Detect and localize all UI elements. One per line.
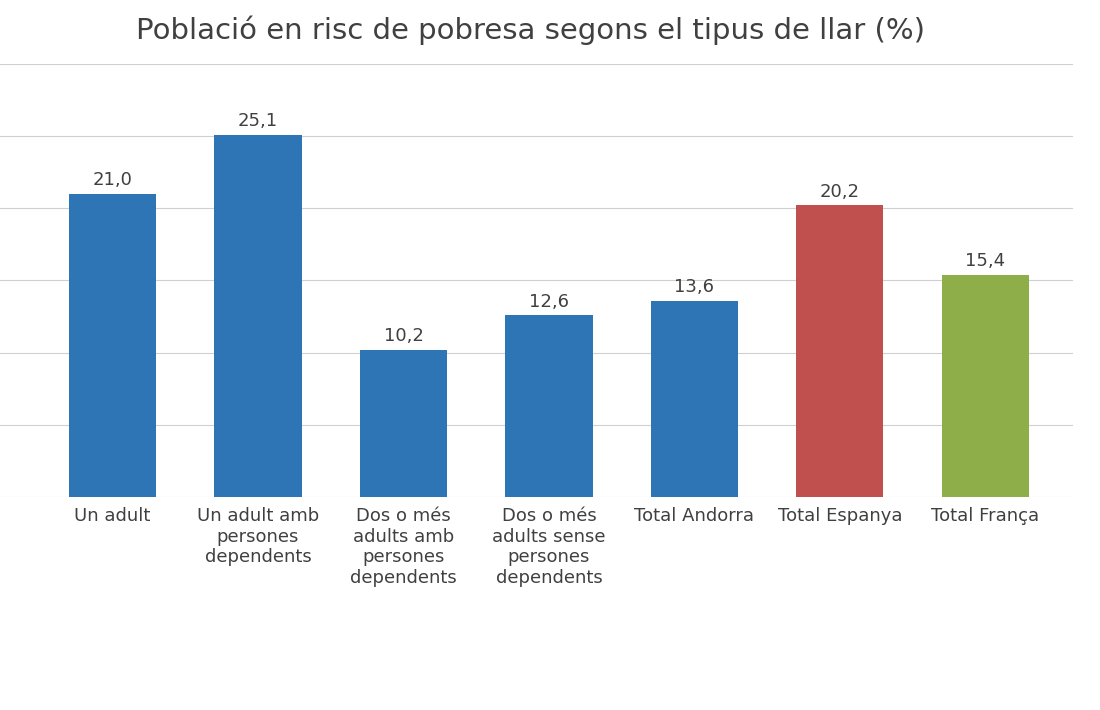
Bar — [796, 205, 883, 497]
Text: 12,6: 12,6 — [529, 293, 569, 311]
Text: 13,6: 13,6 — [674, 278, 714, 296]
Bar — [360, 350, 447, 497]
Text: 25,1: 25,1 — [238, 112, 278, 131]
Title: Població en risc de pobresa segons el tipus de llar (%): Població en risc de pobresa segons el ti… — [136, 16, 925, 45]
Text: 10,2: 10,2 — [384, 327, 424, 346]
Bar — [69, 194, 156, 497]
Text: 20,2: 20,2 — [820, 183, 860, 201]
Bar — [651, 300, 738, 497]
Text: 15,4: 15,4 — [965, 252, 1005, 271]
Bar — [505, 315, 593, 497]
Text: 21,0: 21,0 — [92, 172, 133, 190]
Bar — [214, 135, 301, 497]
Bar — [942, 275, 1028, 497]
